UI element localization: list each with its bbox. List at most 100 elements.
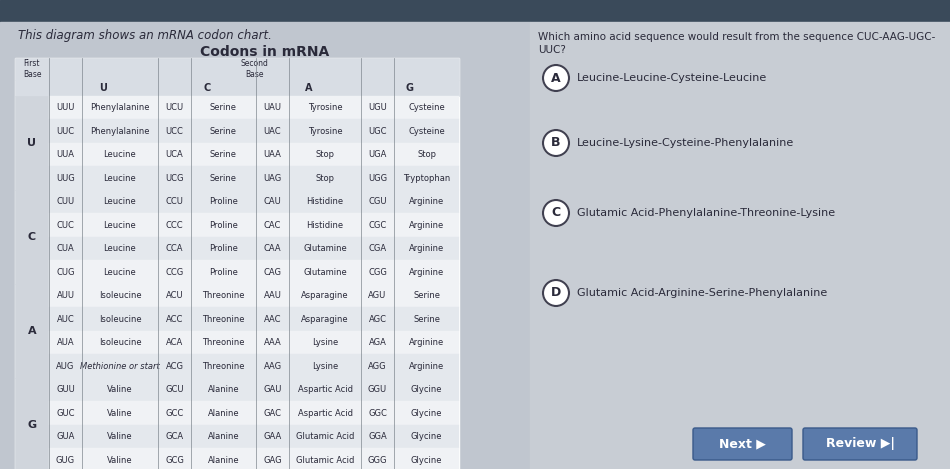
- Bar: [158, 331, 191, 355]
- Text: Glycine: Glycine: [410, 432, 443, 441]
- Bar: [289, 308, 361, 331]
- Text: GUC: GUC: [56, 409, 75, 418]
- Bar: [82, 166, 158, 190]
- Text: U: U: [100, 83, 107, 93]
- Text: Alanine: Alanine: [208, 385, 239, 394]
- Text: Cysteine: Cysteine: [408, 103, 445, 112]
- Text: Lysine: Lysine: [312, 338, 338, 347]
- Text: Arginine: Arginine: [408, 197, 444, 206]
- Text: CGA: CGA: [369, 244, 387, 253]
- Bar: [289, 355, 361, 378]
- Bar: [15, 96, 49, 190]
- Text: Serine: Serine: [210, 174, 237, 183]
- Bar: [191, 237, 256, 260]
- Text: GCC: GCC: [165, 409, 183, 418]
- Text: Glycine: Glycine: [410, 409, 443, 418]
- Bar: [82, 96, 158, 120]
- Text: Phenylalanine: Phenylalanine: [90, 127, 150, 136]
- Bar: [15, 80, 49, 96]
- Bar: [289, 237, 361, 260]
- Text: Aspartic Acid: Aspartic Acid: [297, 385, 352, 394]
- Text: GCU: GCU: [165, 385, 183, 394]
- Bar: [82, 401, 158, 425]
- Bar: [256, 166, 289, 190]
- Bar: [158, 120, 191, 143]
- Bar: [191, 120, 256, 143]
- Text: CGG: CGG: [368, 268, 387, 277]
- Bar: [49, 378, 82, 401]
- Bar: [394, 308, 459, 331]
- Bar: [256, 80, 361, 96]
- Circle shape: [543, 200, 569, 226]
- FancyBboxPatch shape: [803, 428, 917, 460]
- Text: Leucine-Lysine-Cysteine-Phenylalanine: Leucine-Lysine-Cysteine-Phenylalanine: [577, 138, 794, 148]
- Text: CCG: CCG: [165, 268, 183, 277]
- Bar: [49, 190, 82, 213]
- Bar: [49, 96, 82, 120]
- Text: Histidine: Histidine: [307, 221, 344, 230]
- Bar: [361, 80, 459, 96]
- Bar: [158, 96, 191, 120]
- Bar: [256, 355, 289, 378]
- Text: GGC: GGC: [368, 409, 387, 418]
- Bar: [82, 284, 158, 308]
- Text: AAA: AAA: [263, 338, 281, 347]
- Text: Methionine or start: Methionine or start: [80, 362, 160, 371]
- Bar: [394, 143, 459, 166]
- Bar: [289, 120, 361, 143]
- Text: UUC: UUC: [56, 127, 74, 136]
- Bar: [158, 355, 191, 378]
- Circle shape: [543, 130, 569, 156]
- Text: CAC: CAC: [264, 221, 281, 230]
- Text: CAU: CAU: [263, 197, 281, 206]
- Text: Serine: Serine: [210, 127, 237, 136]
- Text: Tryptophan: Tryptophan: [403, 174, 450, 183]
- Text: Leucine: Leucine: [104, 244, 137, 253]
- Text: Review ▶|: Review ▶|: [826, 438, 895, 451]
- Bar: [394, 260, 459, 284]
- Text: C: C: [203, 83, 211, 93]
- Text: Lysine: Lysine: [312, 362, 338, 371]
- Bar: [256, 448, 289, 469]
- Bar: [289, 96, 361, 120]
- Text: UCG: UCG: [165, 174, 183, 183]
- Bar: [158, 401, 191, 425]
- Text: Histidine: Histidine: [307, 197, 344, 206]
- Bar: [49, 260, 82, 284]
- Text: GGG: GGG: [368, 456, 388, 465]
- Text: AUC: AUC: [57, 315, 74, 324]
- Text: GCA: GCA: [165, 432, 183, 441]
- Bar: [361, 425, 394, 448]
- Bar: [15, 284, 49, 378]
- Bar: [256, 143, 289, 166]
- Text: Valine: Valine: [107, 385, 133, 394]
- Bar: [361, 308, 394, 331]
- Text: Arginine: Arginine: [408, 362, 444, 371]
- Bar: [191, 425, 256, 448]
- Bar: [15, 378, 49, 469]
- Bar: [158, 378, 191, 401]
- Text: ACC: ACC: [166, 315, 183, 324]
- Text: Cysteine: Cysteine: [408, 127, 445, 136]
- Text: Arginine: Arginine: [408, 338, 444, 347]
- Text: CUA: CUA: [57, 244, 74, 253]
- Text: GAC: GAC: [263, 409, 281, 418]
- Bar: [82, 308, 158, 331]
- Bar: [49, 120, 82, 143]
- Bar: [361, 331, 394, 355]
- Text: UGC: UGC: [369, 127, 387, 136]
- Text: Second
Base: Second Base: [240, 59, 268, 79]
- Bar: [361, 143, 394, 166]
- Bar: [158, 237, 191, 260]
- Bar: [394, 190, 459, 213]
- Bar: [256, 425, 289, 448]
- Text: Alanine: Alanine: [208, 409, 239, 418]
- Bar: [49, 401, 82, 425]
- Bar: [49, 237, 82, 260]
- Bar: [15, 58, 49, 80]
- Text: AUU: AUU: [56, 291, 74, 300]
- Text: A: A: [28, 326, 36, 336]
- Text: Arginine: Arginine: [408, 244, 444, 253]
- Bar: [361, 260, 394, 284]
- Text: Stop: Stop: [315, 174, 334, 183]
